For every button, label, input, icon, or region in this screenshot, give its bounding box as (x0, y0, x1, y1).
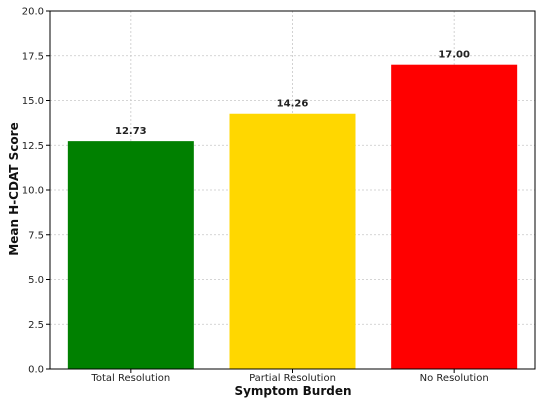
y-tick-label: 20.0 (22, 7, 44, 18)
y-tick-label: 10.0 (22, 186, 44, 197)
bar (67, 141, 194, 369)
bar-value-label: 14.26 (277, 99, 309, 110)
x-tick-label: Partial Resolution (249, 373, 336, 384)
x-tick-label: No Resolution (420, 373, 489, 384)
y-tick-label: 12.5 (22, 141, 44, 152)
x-axis-title: Symptom Burden (234, 384, 351, 398)
y-tick-label: 15.0 (22, 96, 44, 107)
y-tick-label: 17.5 (22, 51, 44, 62)
bars-group (67, 64, 518, 369)
y-ticks-group: 0.0 2.5 5.0 7.5 10.0 12.5 15.0 17.5 20.0 (22, 7, 50, 376)
bar (229, 113, 356, 369)
bar (391, 64, 518, 369)
y-tick-label: 0.0 (28, 365, 44, 376)
x-tick-label: Total Resolution (90, 373, 170, 384)
y-axis-title: Mean H-CDAT Score (7, 122, 21, 255)
bar-value-label: 12.73 (115, 126, 147, 137)
y-tick-label: 5.0 (28, 275, 44, 286)
bar-value-label: 17.00 (438, 50, 470, 61)
y-tick-label: 7.5 (28, 230, 44, 241)
x-ticks-group: Total Resolution Partial Resolution No Res… (90, 369, 489, 384)
data-labels-group: 12.73 14.26 17.00 (115, 50, 470, 137)
y-tick-label: 2.5 (28, 320, 44, 331)
